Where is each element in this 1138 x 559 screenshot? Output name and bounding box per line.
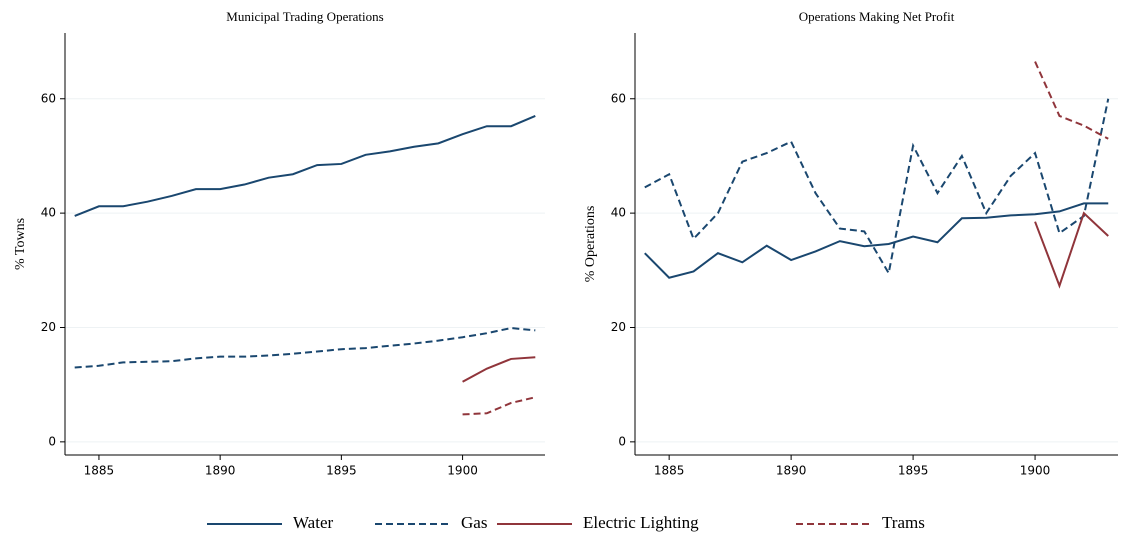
legend-label: Gas (461, 513, 487, 532)
y-tick-label: 0 (48, 434, 56, 448)
y-tick-label: 60 (611, 91, 626, 105)
legend-label: Trams (882, 513, 925, 532)
x-tick-label: 1895 (326, 464, 357, 478)
x-tick-label: 1890 (205, 464, 236, 478)
legend-label: Water (293, 513, 333, 532)
chart-title: Operations Making Net Profit (799, 9, 955, 24)
series-line (74, 114, 536, 217)
y-tick-label: 40 (41, 206, 56, 220)
series-line (644, 98, 1110, 276)
series-line (1034, 61, 1109, 140)
x-tick-label: 1885 (84, 464, 115, 478)
y-tick-label: 20 (611, 320, 626, 334)
series-line (74, 327, 536, 369)
x-tick-label: 1900 (1020, 464, 1051, 478)
y-tick-label: 0 (618, 434, 626, 448)
series-line (1034, 211, 1109, 289)
y-tick-label: 60 (41, 91, 56, 105)
x-tick-label: 1900 (447, 464, 478, 478)
y-tick-label: 40 (611, 206, 626, 220)
series-line (644, 202, 1109, 279)
legend-label: Electric Lighting (583, 513, 699, 532)
series-line (462, 396, 536, 416)
series-line (462, 356, 536, 383)
x-tick-label: 1890 (776, 464, 807, 478)
y-axis-label: % Towns (13, 218, 28, 270)
chart-title: Municipal Trading Operations (226, 9, 383, 24)
x-tick-label: 1885 (654, 464, 685, 478)
x-tick-label: 1895 (898, 464, 929, 478)
y-tick-label: 20 (41, 320, 56, 334)
y-axis-label: % Operations (583, 206, 598, 283)
